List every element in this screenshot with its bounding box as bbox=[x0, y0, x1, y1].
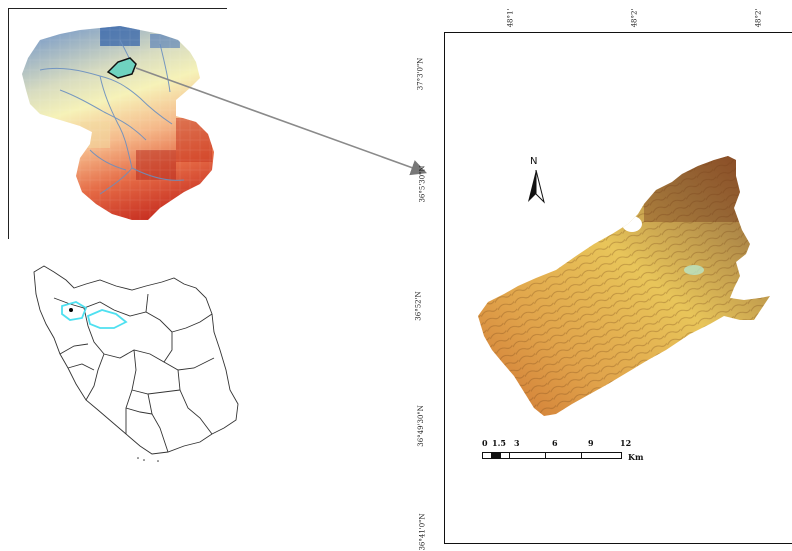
scale-bar: 0 1.5 3 6 9 12 Km bbox=[476, 438, 656, 468]
scale-label: 0 bbox=[482, 438, 488, 448]
left-tick-label: 36°41'0"N bbox=[418, 513, 427, 551]
location-dot bbox=[69, 308, 73, 312]
top-tick-label: 48°1' bbox=[506, 8, 515, 28]
scale-label: 1.5 bbox=[492, 438, 506, 448]
scale-label: 3 bbox=[514, 438, 520, 448]
north-label: N bbox=[530, 156, 538, 167]
north-arrow-icon bbox=[528, 170, 545, 204]
highlighted-province-west bbox=[61, 301, 88, 321]
terrain-relief-map bbox=[478, 156, 770, 416]
scale-bar-graphic bbox=[482, 452, 622, 459]
scale-label: 12 bbox=[620, 438, 632, 448]
scale-label: 9 bbox=[588, 438, 594, 448]
highlighted-province-east bbox=[86, 309, 128, 329]
study-area-outline bbox=[106, 57, 137, 79]
left-tick-label: 36°52'N bbox=[414, 291, 423, 321]
left-tick-label: 36°5'30"N bbox=[418, 165, 427, 203]
left-tick-label: 37°3'0"N bbox=[416, 57, 425, 91]
top-tick-label: 48°2' bbox=[630, 8, 639, 28]
basin-raster-map bbox=[22, 26, 214, 220]
scale-label: 6 bbox=[552, 438, 558, 448]
iran-outline-map bbox=[33, 265, 239, 462]
scale-unit: Km bbox=[628, 452, 644, 462]
river-network bbox=[39, 39, 185, 195]
left-tick-label: 36°49'30"N bbox=[416, 405, 425, 447]
basin-inset-frame bbox=[8, 8, 227, 239]
main-map-frame bbox=[444, 32, 792, 544]
top-tick-label: 48°2' bbox=[754, 8, 763, 28]
